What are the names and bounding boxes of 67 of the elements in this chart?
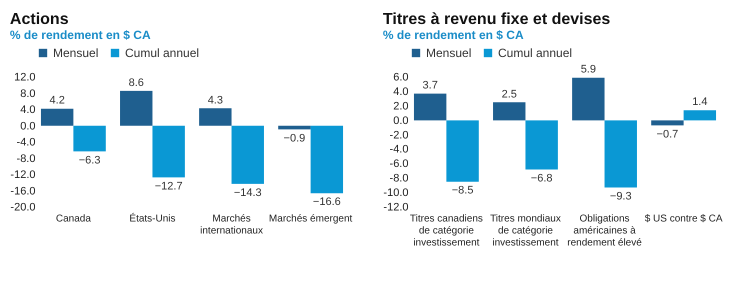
data-label: −12.7 xyxy=(154,180,183,192)
chart-subtitle: % de rendement en $ CA xyxy=(382,28,524,42)
y-tick-label: -10.0 xyxy=(383,187,408,200)
y-tick-label: 0.0 xyxy=(393,114,408,127)
data-label: 4.3 xyxy=(208,94,223,106)
x-tick-label: Obligations américaines à rendement élevé xyxy=(567,214,642,248)
bar xyxy=(310,126,344,194)
y-tick-label: -16.0 xyxy=(10,185,36,198)
y-tick-label: 2.0 xyxy=(393,100,408,112)
data-label: −0.9 xyxy=(284,132,306,144)
y-tick-label: 6.0 xyxy=(393,72,408,84)
bar xyxy=(199,108,232,126)
bar xyxy=(73,126,106,152)
y-tick-label: 4.0 xyxy=(20,104,36,116)
bar xyxy=(604,120,637,188)
y-tick-label: 12.0 xyxy=(14,72,36,84)
data-label: −8.5 xyxy=(452,184,474,197)
y-tick-label: 8.0 xyxy=(20,88,36,100)
data-label: 2.5 xyxy=(502,88,517,100)
x-tick-label: États-Unis xyxy=(129,212,176,224)
y-tick-label: -20.0 xyxy=(10,202,36,214)
bar xyxy=(572,78,605,120)
x-tick-label: Marchés internationaux xyxy=(200,214,263,236)
x-tick-label: Canada xyxy=(56,214,92,224)
bar xyxy=(152,126,185,178)
y-tick-label: -12.0 xyxy=(383,202,408,214)
bar xyxy=(40,108,74,126)
y-tick-label: -8.0 xyxy=(390,172,408,185)
data-label: 5.9 xyxy=(580,64,596,76)
chart-title: Titres à revenu fixe et devises xyxy=(382,11,610,28)
x-tick-label: Marchés émergent xyxy=(268,214,353,224)
bar xyxy=(232,126,264,184)
data-label: −16.6 xyxy=(312,196,341,208)
x-tick-label: Titres mondiaux de catégorie investissement xyxy=(490,214,561,248)
legend-label: Mensuel xyxy=(53,46,98,60)
chart-subtitle: % de rendement en $ CA xyxy=(10,28,151,42)
y-tick-label: 0.0 xyxy=(20,120,36,132)
data-label: −0.7 xyxy=(656,128,678,140)
data-label: 3.7 xyxy=(422,80,438,92)
bar xyxy=(684,110,716,120)
bar xyxy=(414,94,446,120)
y-tick-label: -6.0 xyxy=(390,158,408,170)
y-tick-label: -4.0 xyxy=(16,136,36,148)
y-tick-label: -2.0 xyxy=(390,129,408,142)
x-tick-label: Titres canadiens de catégorie investissement xyxy=(410,214,483,248)
bar xyxy=(493,102,526,120)
data-label: 4.2 xyxy=(50,94,65,107)
data-label: −6.8 xyxy=(530,172,553,184)
data-label: −6.3 xyxy=(78,154,100,166)
data-label: 8.6 xyxy=(128,76,144,89)
bar xyxy=(525,120,558,170)
x-tick-label: $ US contre $ CA xyxy=(644,214,723,224)
data-label: 1.4 xyxy=(692,96,708,108)
data-label: −14.3 xyxy=(234,186,262,199)
chart-title: Actions xyxy=(10,11,69,28)
bar xyxy=(120,90,152,126)
legend-label: Mensuel xyxy=(426,46,472,60)
bar xyxy=(278,126,311,130)
y-tick-label: -8.0 xyxy=(16,152,36,165)
bar xyxy=(446,120,479,182)
y-tick-label: -4.0 xyxy=(390,144,408,156)
bar xyxy=(651,120,684,126)
y-tick-label: 4.0 xyxy=(393,86,408,98)
y-tick-label: -12.0 xyxy=(10,169,36,181)
data-label: −9.3 xyxy=(610,190,632,202)
legend-label: Cumul annuel xyxy=(498,46,572,60)
legend-label: Cumul annuel xyxy=(125,46,200,60)
